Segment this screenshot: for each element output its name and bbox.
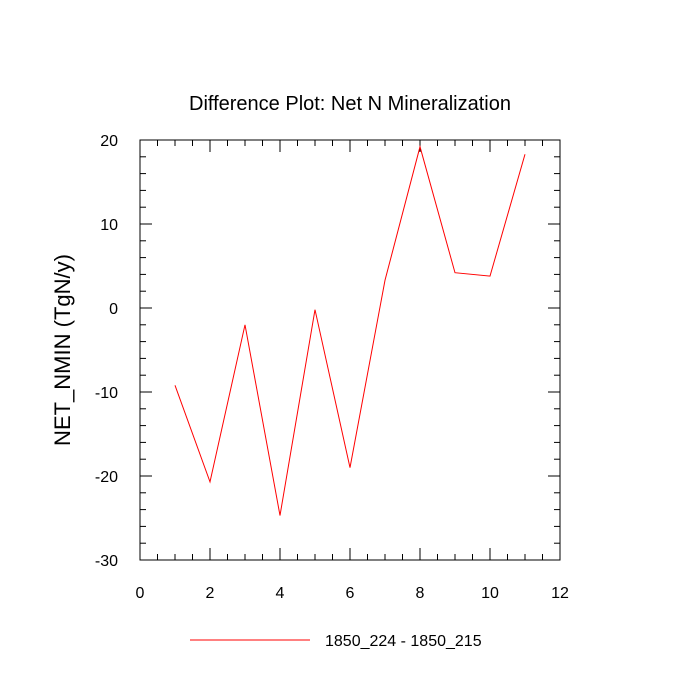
y-tick-label: 10 — [100, 217, 118, 234]
x-tick-label: 6 — [346, 585, 355, 602]
series-group — [174, 144, 526, 516]
y-axis-label: NET_NMIN (TgN/y) — [50, 254, 75, 446]
legend-label: 1850_224 - 1850_215 — [325, 633, 482, 650]
y-tick-label: 0 — [109, 301, 118, 318]
x-tick-label: 10 — [481, 585, 499, 602]
axis-tick-labels: 0 2 4 6 8 10 12 -30 -20 -10 0 10 20 — [95, 133, 569, 602]
plot-frame — [139, 139, 561, 561]
series-line — [174, 144, 526, 516]
chart-title: Difference Plot: Net N Mineralization — [189, 93, 511, 115]
y-tick-label: -10 — [95, 385, 118, 402]
y-tick-label: 20 — [100, 133, 118, 150]
x-tick-label: 4 — [276, 585, 285, 602]
x-tick-label: 8 — [416, 585, 425, 602]
x-tick-label: 2 — [206, 585, 215, 602]
y-tick-label: -30 — [95, 553, 118, 570]
x-tick-label: 12 — [551, 585, 569, 602]
legend: 1850_224 - 1850_215 — [190, 633, 482, 650]
x-tick-label: 0 — [136, 585, 145, 602]
y-tick-label: -20 — [95, 469, 118, 486]
axis-ticks — [139, 139, 561, 561]
